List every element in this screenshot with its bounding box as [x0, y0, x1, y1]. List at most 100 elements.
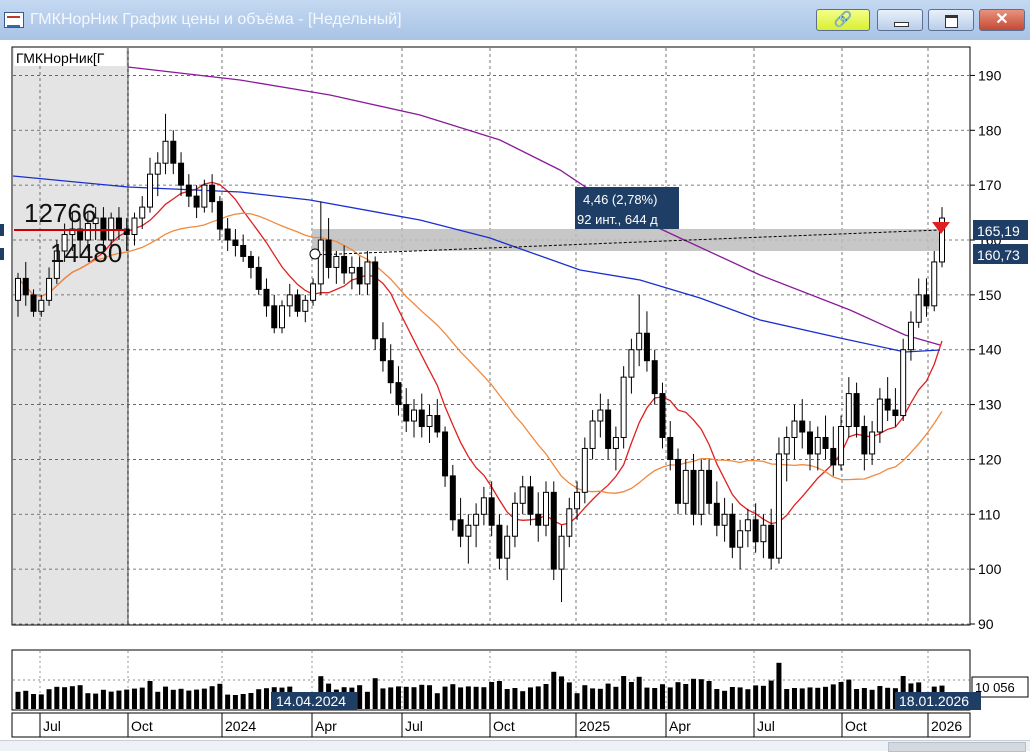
volume-bar — [225, 694, 231, 709]
chart-area[interactable]: 90100110120130140150160170180190 4,46 (2… — [0, 40, 1030, 750]
candle-body — [201, 184, 208, 208]
volume-bar — [683, 684, 689, 709]
candle-body — [364, 261, 371, 285]
candle-body — [814, 436, 821, 455]
volume-bar — [124, 689, 130, 709]
volume-bar — [357, 685, 363, 709]
candle-body — [566, 508, 573, 537]
price-tag-low-text: 160,73 — [977, 247, 1020, 263]
candle-body — [247, 255, 254, 268]
candle-body — [372, 261, 379, 340]
candle-body — [698, 469, 705, 515]
candle-body — [131, 217, 138, 236]
candle-body — [216, 201, 223, 230]
price-panel[interactable] — [11, 46, 971, 626]
candle-body — [737, 530, 744, 548]
horizontal-scrollbar[interactable] — [0, 740, 1030, 751]
volume-bar — [714, 689, 720, 709]
candle-body — [605, 409, 612, 449]
volume-bar — [846, 679, 852, 709]
volume-bar — [520, 691, 526, 709]
volume-bar — [559, 676, 565, 709]
volume-bar — [582, 685, 588, 709]
maximize-button[interactable] — [928, 9, 974, 31]
candle-body — [884, 398, 891, 411]
volume-bar — [38, 694, 44, 709]
volume-bar — [543, 684, 549, 709]
link-button[interactable]: 🔗 — [816, 9, 870, 31]
candle-body — [38, 299, 45, 312]
x-tick-label: Jul — [405, 718, 423, 734]
x-tick-label: Oct — [493, 718, 515, 734]
volume-bar — [248, 693, 254, 709]
volume-bar — [815, 687, 821, 709]
volume-bar — [597, 688, 603, 709]
candle-body — [15, 277, 21, 301]
measure-end-marker[interactable] — [932, 222, 950, 234]
candle-body — [271, 305, 278, 329]
candle-body — [154, 162, 161, 175]
volume-tag — [971, 676, 1029, 698]
volume-bar — [652, 688, 658, 709]
volume-bar — [395, 686, 401, 709]
candle-body — [675, 458, 681, 504]
volume-bar — [163, 686, 169, 709]
y-tick-label: 180 — [978, 122, 1002, 138]
candle-body — [845, 393, 852, 428]
moving-averages — [12, 66, 943, 526]
volume-bar — [54, 686, 60, 709]
y-tick-label: 190 — [978, 67, 1002, 83]
volume-bar — [527, 687, 533, 709]
candle-body — [636, 332, 643, 351]
x-tick-label: Apr — [315, 718, 337, 734]
volume-bar — [768, 680, 774, 709]
measure-start-marker[interactable] — [309, 248, 321, 260]
volume-bar — [659, 684, 665, 709]
security-label-bg — [14, 48, 126, 66]
candle-body — [907, 321, 914, 351]
volume-bar — [861, 688, 867, 709]
y-tick-label: 120 — [978, 451, 1002, 467]
volume-bar — [380, 688, 386, 709]
candle-body — [178, 162, 185, 186]
volume-bar — [636, 676, 642, 709]
date-axis[interactable] — [11, 712, 971, 738]
volume-bar — [23, 690, 29, 709]
close-button[interactable]: ✕ — [979, 9, 1025, 31]
candle-body — [139, 206, 146, 219]
candle-body — [659, 393, 666, 438]
left-tag-low — [0, 248, 4, 260]
volume-bar — [139, 687, 145, 709]
volume-bar — [217, 683, 223, 709]
candle-body — [395, 382, 402, 406]
minimize-button[interactable] — [877, 9, 923, 31]
scrollbar-thumb[interactable] — [888, 742, 1026, 752]
volume-bar — [147, 681, 153, 709]
candle-body — [294, 294, 301, 312]
candle-body — [224, 228, 231, 241]
volume-bar — [722, 690, 728, 709]
volume-bar — [458, 687, 464, 709]
candle-body — [682, 469, 689, 504]
volume-bar — [473, 686, 479, 709]
volume-bar — [574, 693, 580, 709]
ma-red-line — [17, 181, 943, 526]
volume-bar — [419, 684, 425, 709]
candle-body — [744, 519, 751, 532]
volume-bar — [644, 687, 650, 709]
candle-body — [84, 223, 91, 241]
x-tick-label: Oct — [131, 718, 153, 734]
price-volume-chart[interactable]: 90100110120130140150160170180190 4,46 (2… — [0, 40, 1030, 740]
candle-body — [931, 261, 938, 307]
y-tick-label: 150 — [978, 287, 1002, 303]
candle-body — [939, 217, 945, 263]
volume-bar — [434, 693, 440, 709]
volume-bar — [512, 688, 518, 709]
candle-body — [721, 513, 728, 526]
x-tick-label: Jul — [43, 718, 61, 734]
candle-body — [418, 409, 425, 428]
candle-body — [550, 491, 557, 570]
volume-bar — [621, 676, 627, 709]
history-shade — [13, 48, 128, 624]
candle-body — [783, 436, 790, 455]
